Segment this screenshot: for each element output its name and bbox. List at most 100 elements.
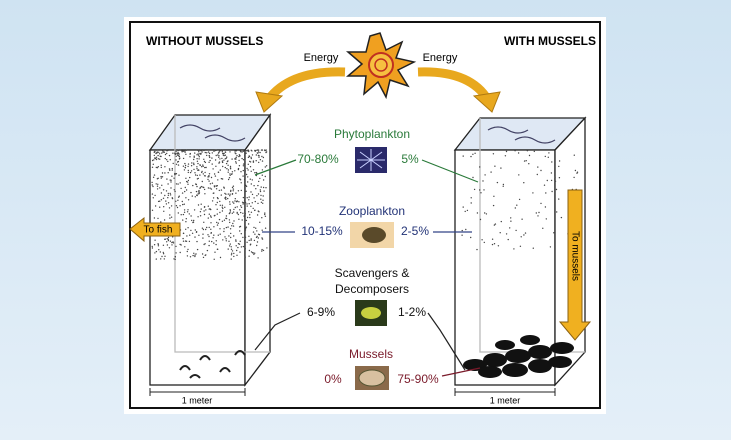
dot [204, 214, 205, 215]
dot [205, 255, 206, 256]
dot [163, 211, 164, 212]
dot [258, 211, 259, 212]
dot [169, 217, 170, 218]
dot [169, 170, 170, 171]
dot [213, 235, 214, 236]
dot [225, 194, 226, 195]
dot [223, 160, 224, 161]
dot [172, 169, 173, 170]
dot [218, 172, 219, 173]
dot [250, 191, 251, 192]
dot [471, 197, 472, 198]
dot [189, 156, 190, 157]
dot [556, 211, 557, 212]
dot [547, 180, 548, 181]
dot [227, 226, 228, 227]
dot [207, 250, 208, 251]
dot [187, 227, 188, 228]
level-label: Mussels [349, 347, 393, 361]
dot [209, 241, 210, 242]
dot [177, 155, 178, 156]
dot [197, 153, 198, 154]
dot [175, 150, 176, 151]
dot [239, 165, 240, 166]
dot [226, 227, 227, 228]
dot [161, 177, 162, 178]
dot [160, 221, 161, 222]
dot [185, 165, 186, 166]
dot [196, 184, 197, 185]
dot [194, 157, 195, 158]
dot [526, 160, 527, 161]
dot [241, 151, 242, 152]
dot [205, 175, 206, 176]
dot [199, 174, 200, 175]
dot [218, 157, 219, 158]
dot [225, 158, 226, 159]
dot [185, 221, 186, 222]
dot [518, 152, 519, 153]
dot [210, 183, 211, 184]
dot [176, 205, 177, 206]
dot [163, 206, 164, 207]
dot [154, 195, 155, 196]
level-label: Phytoplankton [334, 127, 410, 141]
dot [463, 155, 464, 156]
dot [244, 217, 245, 218]
dot [196, 241, 197, 242]
dot [175, 159, 176, 160]
dot [229, 201, 230, 202]
dot [219, 158, 220, 159]
dot [528, 163, 529, 164]
dot [204, 243, 205, 244]
dot [166, 190, 167, 191]
dot [576, 173, 577, 174]
dot [222, 221, 223, 222]
dot [246, 168, 247, 169]
dot [245, 256, 246, 257]
dot [170, 193, 171, 194]
dot [261, 249, 262, 250]
dot [207, 234, 208, 235]
dot [184, 209, 185, 210]
dot [216, 155, 217, 156]
dot [228, 193, 229, 194]
dot [264, 214, 265, 215]
dot [479, 166, 480, 167]
dot [482, 180, 483, 181]
dot [170, 187, 171, 188]
dot [159, 207, 160, 208]
dot [180, 149, 181, 150]
dot [208, 187, 209, 188]
dot [168, 240, 169, 241]
dot [185, 178, 186, 179]
dot [250, 157, 251, 158]
dot [233, 203, 234, 204]
dot [192, 255, 193, 256]
dot [534, 151, 535, 152]
dot [265, 228, 266, 229]
dot [191, 162, 192, 163]
dot [216, 150, 217, 151]
dot [545, 206, 546, 207]
dot [529, 155, 530, 156]
dot [243, 170, 244, 171]
dot [219, 201, 220, 202]
dot [551, 191, 552, 192]
dot [201, 171, 202, 172]
dot [247, 176, 248, 177]
dot [238, 169, 239, 170]
dot [194, 172, 195, 173]
dot [229, 151, 230, 152]
dot [234, 150, 235, 151]
dot [493, 205, 494, 206]
dot [166, 153, 167, 154]
dot [235, 198, 236, 199]
dot [551, 180, 552, 181]
dot [261, 217, 262, 218]
dot [178, 161, 179, 162]
dot [258, 193, 259, 194]
dot [160, 258, 161, 259]
dot [462, 230, 463, 231]
dot [175, 246, 176, 247]
